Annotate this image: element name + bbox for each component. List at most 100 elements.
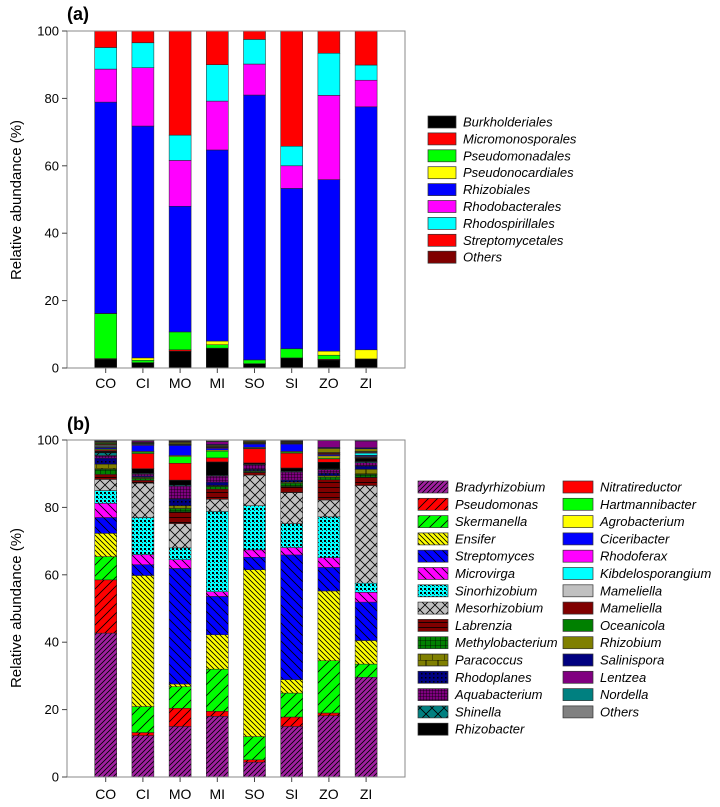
- legend-swatch: [417, 497, 449, 511]
- legend-swatch: [417, 670, 449, 684]
- bar-segment-rhodospirillales: [280, 146, 303, 167]
- legend-swatch: [562, 497, 594, 511]
- legend-item: Others: [562, 704, 640, 719]
- legend-label: Lentzea: [600, 670, 646, 685]
- bar-segment-bradyrhizobium: [354, 676, 378, 778]
- bar-segment-methylobacterium: [131, 478, 155, 481]
- bar-stack-mi: [206, 30, 229, 369]
- bar-segment-pseudonocardiales: [354, 349, 378, 360]
- bar-segment-rhizobacter: [168, 479, 192, 486]
- legend-item: Oceanicola: [562, 618, 665, 633]
- bar-segment-pseudomonas: [317, 712, 341, 716]
- bar-segment-aquabacterium: [168, 485, 192, 500]
- bar-segment-rhodospirillales: [168, 134, 192, 161]
- bar-segment-rhodobacterales: [131, 67, 155, 127]
- legend-item: Hartmannibacter: [562, 497, 697, 512]
- bar-segment-skermanella: [206, 668, 229, 712]
- bar-segment-rhodospirillales: [131, 42, 155, 68]
- legend-label: Rhodospirillales: [463, 216, 555, 231]
- bar-segment-labrenzia: [317, 479, 341, 501]
- legend-label: Nitratireductor: [600, 480, 682, 495]
- bar-segment-rhodoplanes: [354, 465, 378, 470]
- legend-swatch: [427, 217, 457, 230]
- bar-segment-rhizobiales: [131, 125, 155, 359]
- bar-segment-pseudomonadales: [94, 313, 117, 359]
- y-tick-label: 80: [45, 91, 59, 106]
- legend-item: Streptomyces: [417, 549, 535, 564]
- bar-segment-bradyrhizobium: [94, 632, 117, 778]
- legend-label: Shinella: [455, 704, 501, 719]
- bar-segment-streptomycetales: [243, 30, 266, 40]
- legend-item: Labrenzia: [417, 618, 512, 633]
- bar-segment-pseudomonadales: [243, 359, 266, 364]
- bar-segment-hartmannibacter: [206, 450, 229, 459]
- legend-item: Mesorhizobium: [417, 601, 543, 616]
- y-tick-label: 60: [45, 158, 59, 173]
- bar-segment-bradyrhizobium: [168, 726, 192, 778]
- legend-item: Rhizobium: [562, 635, 662, 650]
- bar-segment-labrenzia: [243, 472, 266, 476]
- bar-segment-mesorhizobium: [206, 499, 229, 512]
- bar-segment-labrenzia: [94, 474, 117, 480]
- x-tick-label: CI: [136, 375, 150, 391]
- legend-swatch: [427, 149, 457, 163]
- bar-segment-nitratireductor: [280, 452, 303, 469]
- legend-item: Kibdelosporangium: [562, 566, 711, 581]
- bar-segment-streptomyces: [94, 517, 117, 534]
- bar-segment-streptomycetales: [317, 30, 341, 54]
- bar-segment-microvirga: [168, 559, 192, 569]
- legend-swatch: [562, 670, 594, 684]
- bar-segment-methylobacterium: [280, 482, 303, 487]
- bar-segment-rhizobiales: [168, 205, 192, 333]
- bar-segment-rhodospirillales: [206, 64, 229, 102]
- bar-segment-rhodoplanes: [280, 479, 303, 483]
- bar-segment-aquabacterium: [354, 462, 378, 467]
- legend-swatch: [417, 688, 449, 701]
- bar-segment-pseudonocardiales: [317, 350, 341, 356]
- panel-label-b: (b): [67, 414, 90, 434]
- bar-segment-labrenzia: [206, 488, 229, 500]
- bar-segment-skermanella: [280, 692, 303, 718]
- bar-segment-ensifer: [243, 569, 266, 737]
- x-tick-label: MO: [169, 786, 192, 802]
- bar-segment-mesorhizobium: [94, 479, 117, 491]
- bar-segment-microvirga: [243, 549, 266, 558]
- legend-label: Rhizobacter: [455, 722, 525, 737]
- bar-segment-ciceribacter: [243, 443, 266, 448]
- legend-swatch: [427, 166, 457, 180]
- bar-segment-ciceribacter: [206, 448, 229, 451]
- legend-item: Microvirga: [417, 566, 515, 581]
- legend-item: Rhizobiales: [427, 182, 531, 197]
- legend-swatch: [417, 653, 449, 667]
- legend-item: Salinispora: [562, 653, 664, 668]
- bar-stack-ci: [131, 439, 155, 778]
- bar-segment-burkholderiales: [131, 362, 155, 369]
- bar-segment-nitratireductor: [168, 463, 192, 481]
- legend-label: Mameliella: [600, 601, 662, 616]
- bar-segment-shinella: [94, 452, 117, 456]
- bar-segment-labrenzia: [354, 476, 378, 486]
- legend-swatch: [562, 653, 594, 667]
- legend-swatch: [562, 601, 594, 615]
- bar-segment-skermanella: [317, 660, 341, 714]
- bar-segment-microvirga: [317, 557, 341, 568]
- bar-segment-pseudomonas: [131, 732, 155, 736]
- bar-segment-lentzea: [354, 440, 378, 449]
- bar-segment-ensifer: [280, 679, 303, 694]
- bar-segment-labrenzia: [280, 486, 303, 493]
- bar-segment-aquabacterium: [280, 471, 303, 481]
- legend-label: Sinorhizobium: [455, 583, 538, 598]
- y-tick-label: 80: [45, 500, 59, 515]
- bar-segment-rhizobacter: [354, 457, 378, 462]
- bar-segment-skermanella: [243, 736, 266, 761]
- legend-swatch: [427, 115, 457, 129]
- legend-item: Rhodospirillales: [427, 216, 555, 231]
- legend-label: Labrenzia: [455, 618, 512, 633]
- legend-item: Rhodobacterales: [427, 199, 562, 214]
- bar-segment-burkholderiales: [206, 347, 229, 369]
- bar-segment-rhizobiales: [206, 149, 229, 342]
- bar-segment-methylobacterium: [354, 474, 378, 478]
- bar-segment-microvirga: [131, 554, 155, 565]
- bar-stack-so: [243, 439, 266, 778]
- bar-segment-rhizobium: [354, 448, 378, 452]
